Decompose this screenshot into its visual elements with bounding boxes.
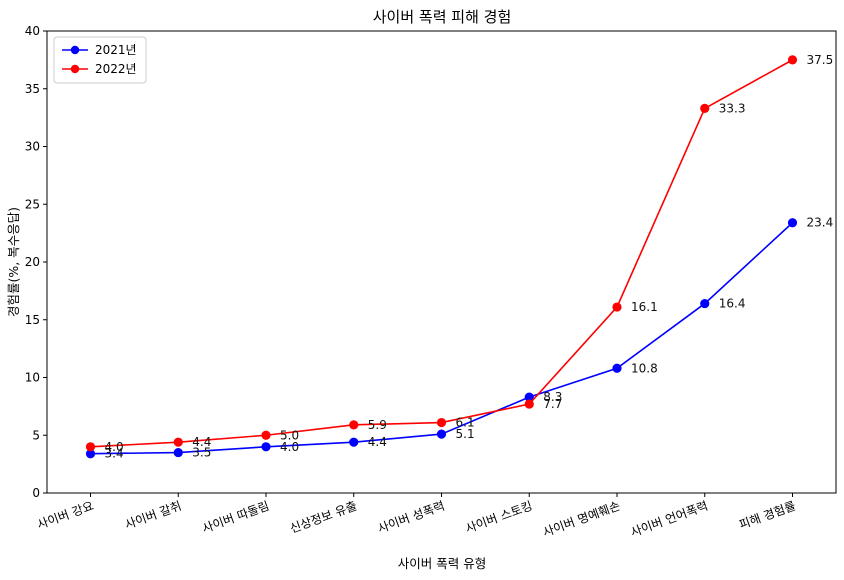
y-tick-label: 10 bbox=[25, 371, 40, 385]
legend: 2021년 2022년 bbox=[54, 37, 146, 83]
x-tick-label: 사이버 언어폭력 bbox=[629, 499, 710, 540]
series-line-2022 bbox=[91, 60, 793, 447]
y-tick-label: 20 bbox=[25, 255, 40, 269]
y-tick-label: 30 bbox=[25, 140, 40, 154]
data-point-2021 bbox=[612, 364, 621, 373]
x-tick-label: 사이버 따돌림 bbox=[200, 499, 271, 536]
data-point-2021 bbox=[788, 218, 797, 227]
data-point-2022 bbox=[261, 431, 270, 440]
data-label-2022: 7.7 bbox=[543, 397, 562, 411]
x-tick-label: 사이버 명예훼손 bbox=[541, 499, 622, 540]
y-axis-label: 경험률(%, 복수응답) bbox=[6, 207, 21, 317]
data-label-2022: 37.5 bbox=[807, 53, 834, 67]
chart-title: 사이버 폭력 피해 경험 bbox=[373, 8, 512, 26]
data-label-2021: 4.4 bbox=[368, 435, 387, 449]
y-tick-label: 15 bbox=[25, 313, 40, 327]
x-tick-label: 신상정보 유출 bbox=[288, 499, 359, 536]
series-2022: 4.0 4.4 5.0 5.9 6.1 7.7 16.1 33.3 37.5 bbox=[86, 53, 833, 454]
y-tick-label: 25 bbox=[25, 197, 40, 211]
data-label-2022: 4.0 bbox=[105, 440, 124, 454]
y-tick-label: 40 bbox=[25, 24, 40, 38]
legend-label-2022: 2022년 bbox=[95, 62, 137, 76]
legend-marker-2022 bbox=[71, 65, 79, 73]
data-point-2021 bbox=[261, 442, 270, 451]
data-point-2022 bbox=[525, 399, 534, 408]
data-label-2022: 4.4 bbox=[192, 435, 211, 449]
x-tick-label: 사이버 강요 bbox=[35, 499, 95, 532]
data-point-2022 bbox=[788, 55, 797, 64]
data-point-2022 bbox=[700, 104, 709, 113]
data-label-2022: 16.1 bbox=[631, 300, 658, 314]
data-point-2022 bbox=[612, 302, 621, 311]
x-axis-label: 사이버 폭력 유형 bbox=[398, 556, 486, 571]
data-label-2022: 5.9 bbox=[368, 418, 387, 432]
x-tick-label: 사이버 갈취 bbox=[123, 499, 183, 532]
data-point-2022 bbox=[437, 418, 446, 427]
data-label-2021: 23.4 bbox=[807, 216, 834, 230]
data-label-2022: 33.3 bbox=[719, 101, 746, 115]
x-tick-label: 피해 경험률 bbox=[737, 499, 797, 532]
data-label-2022: 6.1 bbox=[456, 416, 475, 430]
data-label-2021: 16.4 bbox=[719, 297, 746, 311]
x-tick-label: 사이버 스토킹 bbox=[464, 499, 535, 536]
data-point-2021 bbox=[700, 299, 709, 308]
data-point-2022 bbox=[349, 420, 358, 429]
data-point-2021 bbox=[437, 429, 446, 438]
y-tick-label: 35 bbox=[25, 82, 40, 96]
x-tick-label: 사이버 성폭력 bbox=[376, 499, 447, 536]
data-label-2021: 10.8 bbox=[631, 361, 658, 375]
y-tick-label: 5 bbox=[32, 428, 40, 442]
y-tick-label: 0 bbox=[32, 486, 40, 500]
legend-label-2021: 2021년 bbox=[95, 43, 137, 57]
plot-area: 0 5 10 15 20 25 30 35 40 사이버 강요 사이버 갈취 사이버 따돌림 신상정보 … bbox=[25, 24, 836, 540]
data-label-2022: 5.0 bbox=[280, 428, 299, 442]
data-point-2021 bbox=[349, 438, 358, 447]
data-point-2021 bbox=[174, 448, 183, 457]
legend-marker-2021 bbox=[71, 46, 79, 54]
data-point-2022 bbox=[174, 438, 183, 447]
data-point-2022 bbox=[86, 442, 95, 451]
